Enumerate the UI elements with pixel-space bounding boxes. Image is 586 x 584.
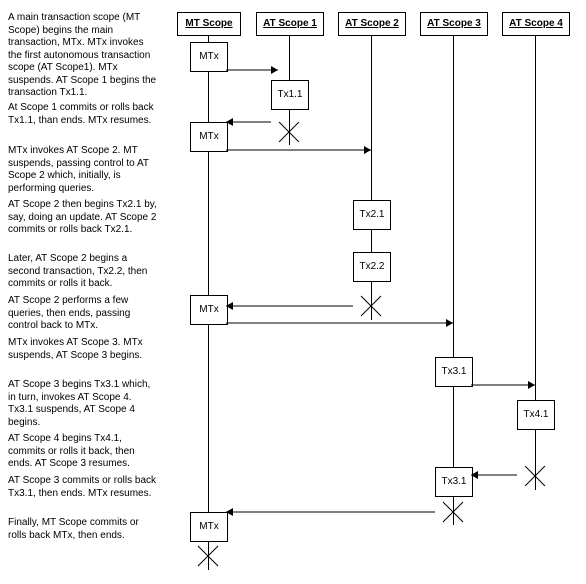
paragraph-2: At Scope 1 commits or rolls back Tx1.1, … <box>8 102 158 127</box>
box-tx4-1: Tx4.1 <box>517 400 555 430</box>
header-at-scope-1: AT Scope 1 <box>256 12 324 36</box>
paragraph-6: AT Scope 2 performs a few queries, then … <box>8 295 158 333</box>
header-at-scope-4: AT Scope 4 <box>502 12 570 36</box>
box-tx1-1: Tx1.1 <box>271 80 309 110</box>
box-tx2-2: Tx2.2 <box>353 252 391 282</box>
paragraph-7: MTx invokes AT Scope 3. MTx suspends, AT… <box>8 337 158 362</box>
paragraph-5: Later, AT Scope 2 begins a second transa… <box>8 253 158 291</box>
paragraph-11: Finally, MT Scope commits or rolls back … <box>8 517 158 542</box>
paragraph-9: AT Scope 4 begins Tx4.1, commits or roll… <box>8 433 158 471</box>
paragraph-3: MTx invokes AT Scope 2. MT suspends, pas… <box>8 145 158 195</box>
paragraph-4: AT Scope 2 then begins Tx2.1 by, say, do… <box>8 199 158 237</box>
box-mtx-3: MTx <box>190 295 228 325</box>
paragraph-10: AT Scope 3 commits or rolls back Tx3.1, … <box>8 475 158 500</box>
header-mt-scope: MT Scope <box>177 12 241 36</box>
box-tx3-1-b: Tx3.1 <box>435 467 473 497</box>
box-tx2-1: Tx2.1 <box>353 200 391 230</box>
box-mtx-2: MTx <box>190 122 228 152</box>
box-mtx-1: MTx <box>190 42 228 72</box>
lifeline-at3 <box>453 36 454 525</box>
paragraph-1: A main transaction scope (MT Scope) begi… <box>8 12 158 100</box>
box-tx3-1-a: Tx3.1 <box>435 357 473 387</box>
header-at-scope-3: AT Scope 3 <box>420 12 488 36</box>
header-at-scope-2: AT Scope 2 <box>338 12 406 36</box>
paragraph-8: AT Scope 3 begins Tx3.1 which, in turn, … <box>8 379 158 429</box>
box-mtx-4: MTx <box>190 512 228 542</box>
